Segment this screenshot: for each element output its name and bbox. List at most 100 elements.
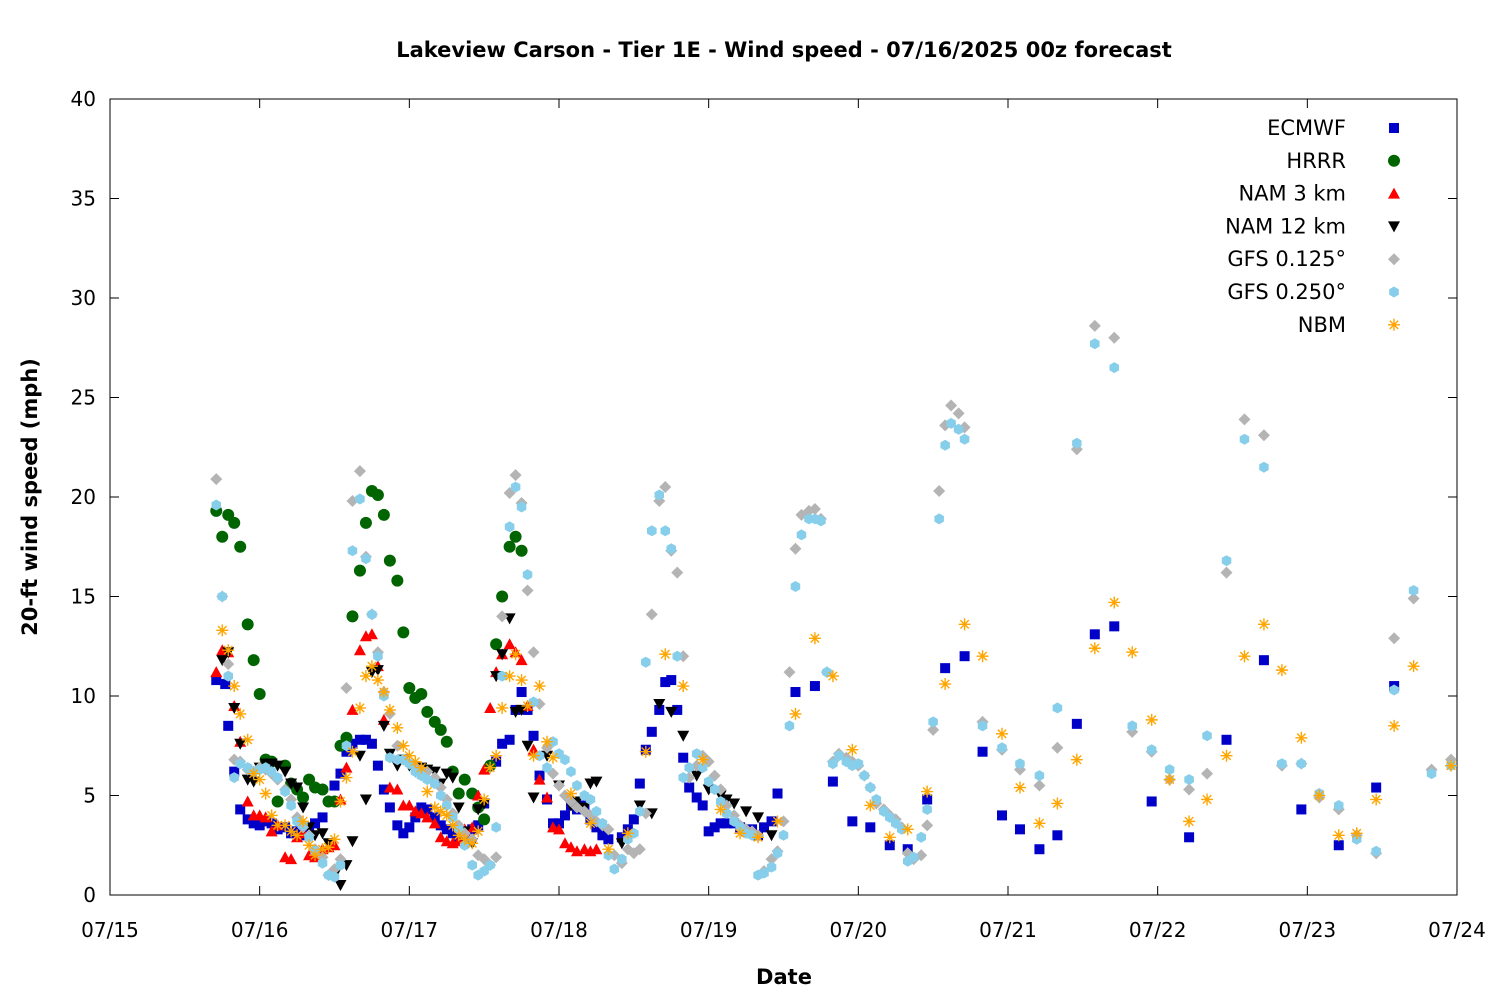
data-point bbox=[1090, 338, 1100, 350]
data-point bbox=[340, 682, 353, 695]
data-point bbox=[1109, 621, 1120, 632]
x-axis: 07/15 07/16 07/17 07/18 07/19 07/20 07/21 07/22… bbox=[81, 99, 1486, 942]
y-tick-label: 15 bbox=[71, 585, 96, 609]
series-gfs-0-125- bbox=[210, 319, 1458, 882]
data-point bbox=[259, 787, 272, 800]
data-point bbox=[952, 407, 965, 420]
data-point bbox=[527, 646, 540, 659]
data-point bbox=[559, 810, 570, 821]
data-point bbox=[1108, 331, 1121, 344]
series-ecmwf bbox=[211, 621, 1400, 855]
data-point bbox=[440, 768, 453, 780]
data-point bbox=[347, 545, 358, 557]
data-point bbox=[490, 638, 503, 651]
y-axis: 0 5 10 15 20 25 30 35 40 bbox=[71, 87, 1457, 907]
data-point bbox=[228, 702, 241, 714]
data-point bbox=[353, 564, 366, 577]
data-point bbox=[766, 861, 777, 873]
data-point bbox=[1239, 433, 1250, 445]
data-point bbox=[653, 698, 666, 710]
data-point bbox=[365, 628, 378, 640]
data-point bbox=[334, 880, 347, 892]
data-point bbox=[1259, 461, 1269, 473]
data-point bbox=[1183, 815, 1196, 828]
data-point bbox=[1238, 650, 1251, 663]
data-point bbox=[597, 830, 608, 841]
data-point bbox=[1184, 832, 1195, 843]
data-point bbox=[404, 822, 415, 833]
data-point bbox=[391, 574, 404, 587]
data-point bbox=[303, 839, 316, 852]
data-point bbox=[291, 782, 304, 794]
data-point bbox=[646, 726, 657, 737]
x-axis-label: Date bbox=[756, 965, 812, 989]
data-point bbox=[1109, 362, 1119, 374]
data-point bbox=[1388, 719, 1401, 732]
data-point bbox=[591, 805, 602, 817]
data-point bbox=[397, 626, 410, 639]
data-point bbox=[1257, 618, 1270, 631]
data-point bbox=[297, 802, 310, 814]
data-point bbox=[709, 822, 720, 833]
data-point bbox=[234, 738, 247, 750]
data-point bbox=[533, 680, 546, 693]
data-point bbox=[796, 529, 807, 541]
data-point bbox=[371, 489, 384, 502]
data-point bbox=[359, 516, 372, 529]
data-point bbox=[590, 843, 603, 855]
data-point bbox=[1221, 734, 1232, 745]
data-point bbox=[329, 871, 340, 883]
data-point bbox=[690, 770, 703, 782]
data-point bbox=[659, 481, 672, 494]
data-point bbox=[901, 823, 914, 836]
data-point bbox=[478, 763, 491, 775]
data-point bbox=[1184, 774, 1194, 786]
data-point bbox=[602, 843, 615, 856]
data-point bbox=[497, 670, 507, 682]
data-point bbox=[504, 734, 515, 745]
data-point bbox=[828, 758, 838, 770]
chart-title: Lakeview Carson - Tier 1E - Wind speed -… bbox=[396, 38, 1172, 62]
data-point bbox=[478, 813, 491, 826]
data-point bbox=[421, 811, 434, 823]
data-point bbox=[547, 751, 560, 764]
data-point bbox=[1201, 793, 1214, 806]
data-point bbox=[346, 745, 359, 758]
data-point bbox=[654, 489, 664, 501]
data-point bbox=[697, 800, 708, 811]
data-point bbox=[366, 738, 377, 749]
data-point bbox=[285, 853, 298, 865]
data-point bbox=[1389, 684, 1399, 696]
y-tick-label: 30 bbox=[71, 286, 96, 310]
data-point bbox=[496, 610, 509, 623]
data-point bbox=[977, 746, 988, 757]
data-point bbox=[421, 785, 434, 798]
data-point bbox=[466, 821, 479, 833]
data-point bbox=[297, 815, 310, 828]
data-point bbox=[864, 799, 877, 812]
legend-label: NBM bbox=[1298, 313, 1346, 337]
data-point bbox=[496, 590, 509, 603]
data-point bbox=[997, 810, 1008, 821]
data-point bbox=[447, 828, 458, 839]
data-point bbox=[1108, 596, 1121, 609]
data-point bbox=[385, 752, 395, 764]
legend-label: GFS 0.125° bbox=[1227, 247, 1346, 271]
legend-label: NAM 12 km bbox=[1225, 214, 1346, 238]
data-point bbox=[510, 481, 521, 493]
data-point bbox=[641, 656, 651, 668]
data-point bbox=[1183, 783, 1196, 796]
data-point bbox=[446, 772, 459, 784]
data-point bbox=[280, 786, 290, 797]
data-point bbox=[740, 806, 753, 818]
data-point bbox=[790, 581, 801, 592]
data-point bbox=[216, 530, 229, 543]
x-tick-label: 07/17 bbox=[381, 918, 439, 942]
data-point bbox=[346, 836, 359, 848]
data-point bbox=[564, 787, 577, 800]
y-tick-label: 0 bbox=[83, 883, 96, 907]
data-point bbox=[522, 569, 533, 581]
data-point bbox=[883, 831, 896, 844]
data-point bbox=[759, 867, 769, 879]
data-point bbox=[235, 804, 246, 815]
